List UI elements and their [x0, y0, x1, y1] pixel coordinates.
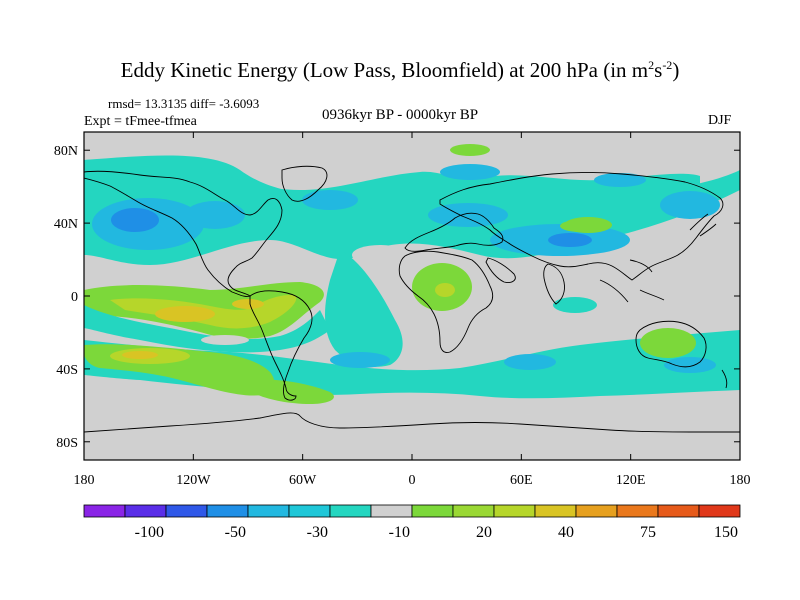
period-label: 0936kyr BP - 0000kyr BP [321, 107, 479, 123]
nh-blue-core-pacific-inner [111, 208, 159, 232]
coast-se-asia [599, 259, 665, 303]
coast-africa [398, 250, 494, 353]
nh-green-arctic [450, 144, 490, 156]
nh-blue-core-asia-inner [548, 233, 592, 247]
coast-australia [635, 320, 707, 368]
australia-green [640, 328, 696, 358]
colorbar-label: 40 [558, 524, 574, 541]
colorbar-box [575, 504, 618, 518]
coast-greenland [281, 165, 328, 202]
sh-blue-core-3 [664, 357, 716, 373]
lat-tick-label: 0 [71, 290, 78, 305]
colorbar-label: 75 [640, 524, 656, 541]
nh-blue-core-arctic2 [594, 173, 646, 187]
coast-europe [404, 212, 504, 252]
africa-green-core [435, 283, 455, 297]
lon-tick-label: 120E [616, 473, 646, 488]
gray-hole-pacific [201, 335, 249, 345]
axis-ticks: 80N 40N 0 40S 80S 180 120W 60W 0 60E 120E 180 [54, 132, 751, 488]
sh-blue-core-2 [504, 354, 556, 370]
lon-tick-label: 180 [730, 473, 751, 488]
coast-south-america [249, 290, 313, 401]
coastlines [84, 165, 740, 433]
colorbar-box [657, 504, 700, 518]
colorbar-box [165, 504, 208, 518]
indian-ocean-green [560, 220, 600, 232]
tropical-cyan-east [84, 305, 330, 353]
colorbar-box [370, 504, 413, 518]
season-label: DJF [708, 113, 732, 128]
nh-blue-core-nw-pacific [660, 191, 720, 219]
colorbar-label: -50 [225, 524, 246, 541]
experiment-label: Expt = tFmee-tfmea [84, 114, 197, 129]
colorbar-box [83, 504, 126, 518]
colorbar-box [288, 504, 331, 518]
coast-antarctica [84, 412, 740, 433]
atlantic-cyan-band [325, 250, 403, 367]
colorbar-box [698, 504, 741, 518]
colorbar-label: 150 [714, 524, 738, 541]
tropical-pacific-yellow-core2 [232, 299, 264, 309]
sh-yellow-core [122, 351, 158, 359]
gray-hole-north-atlantic [352, 245, 408, 265]
colorbar-box [452, 504, 495, 518]
lat-tick-label: 40S [56, 363, 78, 378]
lat-tick-label: 80N [54, 144, 78, 159]
coast-new-zealand [721, 369, 728, 389]
colorbar-label: -30 [307, 524, 328, 541]
lon-tick-label: 120W [176, 473, 211, 488]
nh-blue-core-atlantic [302, 190, 358, 210]
map-title: Eddy Kinetic Energy (Low Pass, Bloomfiel… [120, 58, 680, 82]
nh-blue-core-arctic [440, 164, 500, 180]
colorbar-box [411, 504, 454, 518]
gray-hole-sh [410, 324, 470, 336]
colorbar-box [493, 504, 536, 518]
colorbar-box [534, 504, 577, 518]
colorbar-box [616, 504, 659, 518]
lat-tick-label: 40N [54, 217, 78, 232]
colorbar-label: 20 [476, 524, 492, 541]
sh-blue-core-1 [330, 352, 390, 368]
nh-blue-core-namerica [185, 201, 245, 229]
colorbar-box [124, 504, 167, 518]
sh-green-south-america [255, 379, 334, 404]
tropical-pacific-yellow-core [155, 306, 215, 322]
colorbar-box [329, 504, 372, 518]
lon-tick-label: 180 [74, 473, 95, 488]
lon-tick-label: 0 [409, 473, 416, 488]
coast-japan [689, 213, 717, 237]
colorbar-label: -10 [389, 524, 410, 541]
coast-india [543, 263, 565, 305]
field-shading [84, 144, 740, 404]
coast-north-america [84, 170, 283, 297]
colorbar-box [247, 504, 290, 518]
indian-ocean-cyan [553, 297, 597, 313]
coast-eurasia [439, 172, 724, 281]
colorbar-box [206, 504, 249, 518]
lon-tick-label: 60W [289, 473, 317, 488]
nh-polar-cyan [84, 159, 700, 214]
stats-text: rmsd= 13.3135 diff= -3.6093 [108, 96, 260, 111]
lon-tick-label: 60E [510, 473, 533, 488]
colorbar-label: -100 [135, 524, 164, 541]
coast-arabia [485, 257, 516, 283]
lat-tick-label: 80S [56, 436, 78, 451]
